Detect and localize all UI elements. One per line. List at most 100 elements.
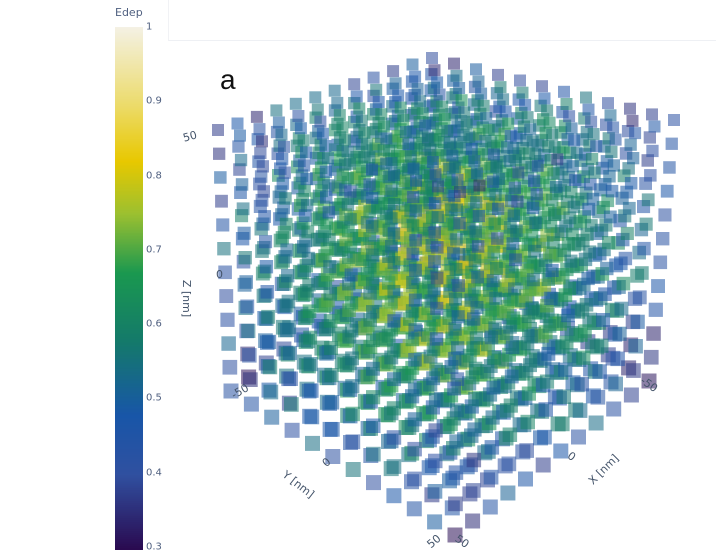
data-point <box>344 157 356 170</box>
data-point <box>404 150 417 163</box>
data-point <box>345 406 360 422</box>
data-point <box>530 188 543 201</box>
data-point <box>243 372 258 387</box>
data-point <box>499 105 512 118</box>
data-point <box>341 224 355 238</box>
data-point <box>603 170 616 183</box>
data-point <box>523 358 537 373</box>
data-point <box>234 153 248 167</box>
data-point <box>402 138 415 151</box>
data-point <box>607 159 620 172</box>
data-point <box>646 144 659 158</box>
data-point <box>341 145 354 158</box>
data-point <box>561 308 575 323</box>
data-point <box>592 364 607 379</box>
data-point <box>537 429 552 445</box>
data-point <box>410 174 422 187</box>
data-point <box>428 423 443 438</box>
data-point <box>386 459 402 474</box>
data-point <box>468 155 481 168</box>
data-point <box>543 116 556 129</box>
data-point <box>375 108 388 121</box>
data-point <box>651 279 665 293</box>
data-point <box>235 178 249 191</box>
data-point <box>641 373 657 389</box>
data-point <box>385 239 398 253</box>
data-point <box>583 245 597 259</box>
data-point <box>344 296 359 310</box>
data-point <box>385 184 398 197</box>
data-point <box>548 208 561 222</box>
data-point <box>660 184 674 198</box>
data-point <box>494 81 507 94</box>
data-point <box>606 401 622 417</box>
data-point <box>428 255 441 268</box>
data-point <box>528 174 541 187</box>
data-point <box>452 279 465 292</box>
data-point <box>558 362 573 377</box>
data-point <box>565 122 578 135</box>
data-point <box>344 323 359 338</box>
data-point <box>212 124 224 136</box>
data-point <box>605 184 619 198</box>
data-point <box>485 302 500 316</box>
data-point <box>468 392 483 406</box>
data-point <box>460 118 473 131</box>
plot-frame <box>168 0 716 41</box>
data-point <box>628 339 643 354</box>
data-point <box>213 147 226 160</box>
data-point <box>399 126 412 138</box>
data-point <box>216 218 230 232</box>
data-point <box>214 171 227 184</box>
data-point <box>270 104 283 117</box>
data-point <box>472 75 485 88</box>
data-point <box>366 475 381 491</box>
data-point <box>610 351 625 367</box>
data-point <box>300 146 312 159</box>
data-point <box>506 311 521 325</box>
data-point <box>449 434 464 449</box>
data-point <box>429 362 443 377</box>
data-point <box>276 153 289 166</box>
data-point <box>331 96 344 109</box>
data-point <box>562 281 577 295</box>
data-point <box>429 168 442 181</box>
data-point <box>389 77 402 90</box>
data-point <box>594 338 609 353</box>
data-point <box>345 434 361 450</box>
data-point <box>407 441 422 457</box>
data-point <box>441 125 454 138</box>
data-point <box>556 389 571 404</box>
data-point <box>363 232 377 245</box>
data-point <box>618 251 633 266</box>
data-point <box>648 302 663 317</box>
data-point <box>345 379 360 394</box>
data-point <box>641 154 654 167</box>
colorbar-tick: 0.3 <box>146 541 162 550</box>
data-point <box>607 121 620 134</box>
data-point <box>222 359 238 375</box>
data-point <box>409 263 422 277</box>
data-point <box>506 237 520 250</box>
data-point <box>581 271 595 286</box>
data-point <box>366 390 381 405</box>
data-point <box>614 301 629 316</box>
data-point <box>215 194 228 208</box>
data-point <box>366 361 380 376</box>
data-point <box>303 357 318 372</box>
data-point <box>539 374 555 389</box>
data-point <box>429 332 444 346</box>
data-point <box>426 52 438 64</box>
data-point <box>325 449 341 464</box>
data-point <box>311 103 324 116</box>
data-point <box>503 398 518 413</box>
data-point <box>551 153 564 166</box>
colorbar-tick: 0.8 <box>146 170 162 182</box>
data-point <box>366 446 381 462</box>
data-point <box>284 397 299 412</box>
data-point <box>563 110 576 123</box>
data-point <box>448 161 461 174</box>
data-point <box>449 292 463 306</box>
